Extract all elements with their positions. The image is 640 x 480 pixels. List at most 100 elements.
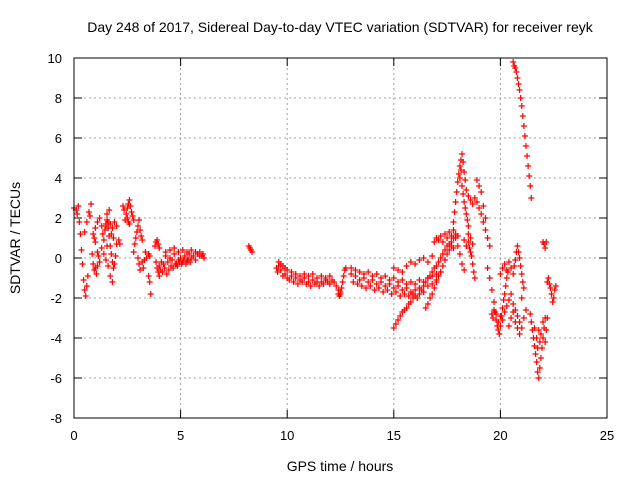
data-point: [518, 103, 525, 109]
data-point: [510, 271, 517, 277]
data-point: [407, 299, 414, 305]
data-point: [513, 69, 520, 75]
data-point: [309, 271, 316, 277]
data-point: [533, 335, 540, 341]
data-point: [462, 177, 469, 183]
data-point: [433, 263, 440, 269]
y-tick-label: 4: [55, 171, 62, 186]
data-point: [456, 251, 463, 257]
data-point: [352, 267, 359, 273]
data-point: [88, 201, 95, 207]
data-point: [499, 317, 506, 323]
data-point: [446, 229, 453, 235]
y-tick-label: 0: [55, 251, 62, 266]
data-point: [518, 325, 525, 331]
data-point: [459, 183, 466, 189]
data-point: [100, 237, 107, 243]
data-point: [98, 245, 105, 251]
data-point: [371, 287, 378, 293]
data-point: [505, 297, 512, 303]
data-point: [79, 261, 86, 267]
data-point: [500, 297, 507, 303]
data-point: [392, 321, 399, 327]
data-point: [77, 231, 84, 237]
data-point: [437, 233, 444, 239]
data-point: [427, 295, 434, 301]
data-point: [133, 229, 140, 235]
data-point: [126, 221, 133, 227]
data-point: [392, 289, 399, 295]
data-point: [160, 261, 167, 267]
data-point: [105, 263, 112, 269]
data-point: [465, 193, 472, 199]
data-point: [382, 273, 389, 279]
data-point: [491, 307, 498, 313]
x-tick-label: 10: [280, 428, 294, 443]
data-point: [350, 279, 357, 285]
data-point: [96, 259, 103, 265]
data-point: [395, 267, 402, 273]
data-point: [424, 301, 431, 307]
data-point: [274, 269, 281, 275]
data-point: [192, 257, 199, 263]
data-point: [526, 173, 533, 179]
y-tick-label: -6: [50, 371, 62, 386]
data-point: [399, 287, 406, 293]
data-point: [348, 271, 355, 277]
data-point: [301, 271, 308, 277]
data-point: [453, 189, 460, 195]
data-point: [431, 285, 438, 291]
data-point: [399, 269, 406, 275]
data-point: [282, 271, 289, 277]
data-point: [190, 253, 197, 259]
data-point: [484, 265, 491, 271]
data-point: [146, 279, 153, 285]
data-point: [480, 219, 487, 225]
data-point: [388, 291, 395, 297]
data-point: [363, 285, 370, 291]
data-point: [516, 331, 523, 337]
data-point: [454, 179, 461, 185]
data-point: [155, 241, 162, 247]
data-point: [414, 295, 421, 301]
data-point: [537, 331, 544, 337]
data-point: [473, 199, 480, 205]
data-point: [476, 183, 483, 189]
data-point: [111, 219, 118, 225]
data-point: [459, 151, 466, 157]
data-point: [169, 257, 176, 263]
data-point: [429, 281, 436, 287]
data-point: [81, 287, 88, 293]
data-point: [468, 253, 475, 259]
data-point: [102, 257, 109, 263]
data-point: [452, 235, 459, 241]
data-point: [102, 223, 109, 229]
data-point: [201, 255, 208, 261]
y-tick-label: 2: [55, 211, 62, 226]
data-point: [147, 291, 154, 297]
data-point: [497, 313, 504, 319]
data-point: [380, 289, 387, 295]
data-point: [517, 95, 524, 101]
data-point: [491, 299, 498, 305]
data-point: [175, 249, 182, 255]
data-point: [74, 211, 81, 217]
data-point: [519, 279, 526, 285]
data-point: [390, 325, 397, 331]
data-point: [422, 279, 429, 285]
data-point: [354, 281, 361, 287]
data-point: [386, 277, 393, 283]
data-point: [412, 281, 419, 287]
data-point: [292, 271, 299, 277]
data-point: [535, 327, 542, 333]
data-point: [331, 279, 338, 285]
data-point: [429, 269, 436, 275]
data-point: [358, 283, 365, 289]
data-point: [450, 245, 457, 251]
data-point: [395, 279, 402, 285]
data-point: [78, 247, 85, 253]
data-point: [515, 249, 522, 255]
data-point: [460, 191, 467, 197]
data-point: [96, 215, 103, 221]
